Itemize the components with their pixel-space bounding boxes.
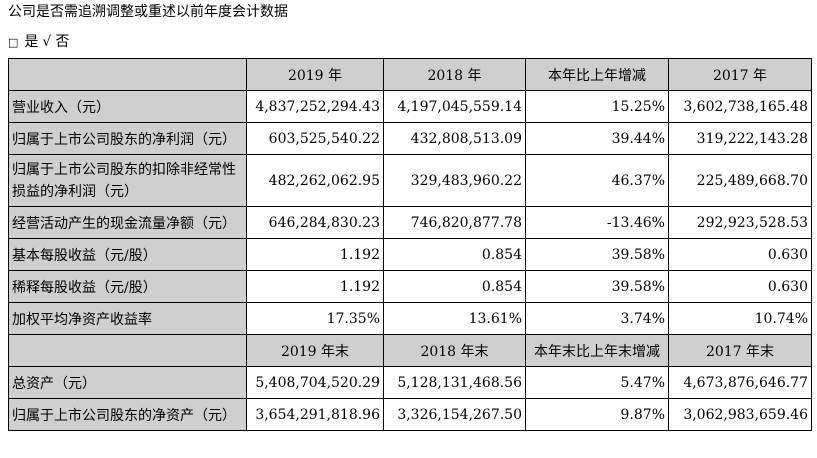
table-row: 归属于上市公司股东的净利润（元） 603,525,540.22 432,808,51… [8, 122, 812, 155]
value-cell: 1.192 [246, 270, 384, 303]
value-cell: 39.44% [525, 122, 669, 155]
value-cell: 13.61% [383, 302, 526, 335]
header-row-year-end: 2019 年末 2018 年末 本年末比上年末增减 2017 年末 [8, 334, 812, 367]
table-row: 经营活动产生的现金流量净额（元） 646,284,830.23 746,820,87… [8, 206, 812, 239]
value-cell: 0.630 [668, 270, 812, 303]
value-cell: 3,062,983,659.46 [668, 398, 812, 431]
value-cell: 319,222,143.28 [668, 122, 812, 155]
column-header: 2018 年末 [383, 334, 526, 367]
column-header: 2017 年末 [668, 334, 812, 367]
value-cell: 4,197,045,559.14 [383, 90, 526, 123]
value-cell: 9.87% [525, 398, 669, 431]
column-header: 本年比上年增减 [525, 58, 669, 91]
table-row: 总资产（元） 5,408,704,520.29 5,128,131,468.56 5.… [8, 366, 812, 399]
row-label: 营业收入（元） [8, 90, 247, 123]
column-header [8, 58, 247, 91]
value-cell: 225,489,668.70 [668, 154, 812, 207]
column-header [8, 334, 247, 367]
value-cell: 3,326,154,267.50 [383, 398, 526, 431]
value-cell: 0.854 [383, 270, 526, 303]
no-label: 否 [55, 34, 70, 50]
restatement-choice: □ 是 √ 否 [8, 33, 69, 52]
value-cell: 5,408,704,520.29 [246, 366, 384, 399]
value-cell: -13.46% [525, 206, 669, 239]
value-cell: 603,525,540.22 [246, 122, 384, 155]
value-cell: 292,923,528.53 [668, 206, 812, 239]
column-header: 2017 年 [668, 58, 812, 91]
value-cell: 0.630 [668, 238, 812, 271]
column-header: 本年末比上年末增减 [525, 334, 669, 367]
value-cell: 5.47% [525, 366, 669, 399]
table-row: 归属于上市公司股东的扣除非经常性损益的净利润（元） 482,262,062.95 3… [8, 154, 812, 207]
value-cell: 10.74% [668, 302, 812, 335]
header-row-annual: 2019 年 2018 年本年比上年增减 2017 年 [8, 58, 812, 91]
row-label: 总资产（元） [8, 366, 247, 399]
value-cell: 3,654,291,818.96 [246, 398, 384, 431]
row-label: 归属于上市公司股东的净资产（元） [8, 398, 247, 431]
column-header: 2019 年 [246, 58, 384, 91]
column-header: 2018 年 [383, 58, 526, 91]
row-label: 归属于上市公司股东的净利润（元） [8, 122, 247, 155]
value-cell: 329,483,960.22 [383, 154, 526, 207]
table-row: 基本每股收益（元/股） 1.192 0.854 39.58% 0.630 [8, 238, 812, 271]
financial-data-table: 2019 年 2018 年本年比上年增减 2017 年营业收入（元） 4,837,25… [8, 58, 812, 431]
value-cell: 46.37% [525, 154, 669, 207]
value-cell: 15.25% [525, 90, 669, 123]
value-cell: 5,128,131,468.56 [383, 366, 526, 399]
row-label: 经营活动产生的现金流量净额（元） [8, 206, 247, 239]
table-row: 营业收入（元） 4,837,252,294.43 4,197,045,559.14 1… [8, 90, 812, 123]
row-label: 稀释每股收益（元/股） [8, 270, 247, 303]
table-row: 稀释每股收益（元/股） 1.192 0.854 39.58% 0.630 [8, 270, 812, 303]
value-cell: 39.58% [525, 238, 669, 271]
row-label: 基本每股收益（元/股） [8, 238, 247, 271]
row-label: 加权平均净资产收益率 [8, 302, 247, 335]
value-cell: 646,284,830.23 [246, 206, 384, 239]
value-cell: 17.35% [246, 302, 384, 335]
value-cell: 39.58% [525, 270, 669, 303]
value-cell: 1.192 [246, 238, 384, 271]
row-label: 归属于上市公司股东的扣除非经常性损益的净利润（元） [8, 154, 247, 207]
value-cell: 3,602,738,165.48 [668, 90, 812, 123]
value-cell: 746,820,877.78 [383, 206, 526, 239]
value-cell: 3.74% [525, 302, 669, 335]
value-cell: 0.854 [383, 238, 526, 271]
value-cell: 4,837,252,294.43 [246, 90, 384, 123]
value-cell: 4,673,876,646.77 [668, 366, 812, 399]
table-row: 加权平均净资产收益率 17.35% 13.61% 3.74% 10.74% [8, 302, 812, 335]
check-mark-icon: √ [42, 34, 52, 50]
value-cell: 432,808,513.09 [383, 122, 526, 155]
column-header: 2019 年末 [246, 334, 384, 367]
checkbox-icon: □ [8, 36, 19, 49]
value-cell: 482,262,062.95 [246, 154, 384, 207]
table-row: 归属于上市公司股东的净资产（元） 3,654,291,818.96 3,326,15… [8, 398, 812, 431]
section-heading: 公司是否需追溯调整或重述以前年度会计数据 [8, 4, 288, 20]
yes-label: 是 [24, 34, 39, 50]
